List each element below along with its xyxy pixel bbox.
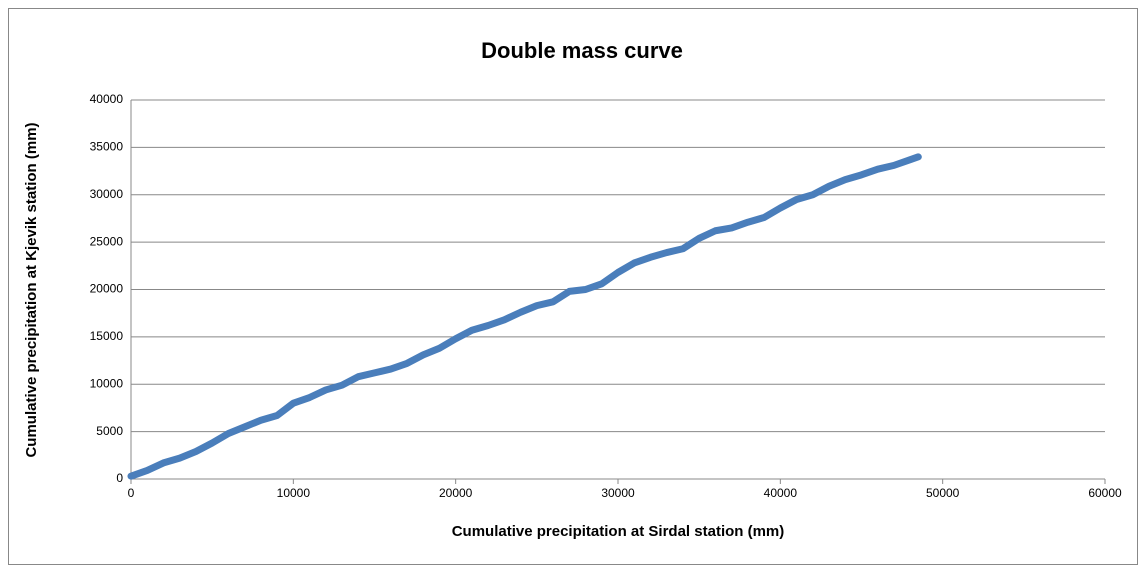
x-tick-label: 50000: [926, 486, 960, 500]
x-tick-label: 10000: [277, 486, 311, 500]
x-tick-label: 60000: [1088, 486, 1122, 500]
y-tick-label: 5000: [96, 424, 123, 438]
y-tick-label: 25000: [90, 234, 124, 248]
y-tick-label: 20000: [90, 282, 124, 296]
y-axis-label: Cumulative precipitation at Kjevik stati…: [23, 122, 40, 457]
x-tick-label: 40000: [764, 486, 798, 500]
data-line: [127, 153, 922, 480]
y-tick-label: 30000: [90, 187, 124, 201]
y-tick-label: 15000: [90, 329, 124, 343]
x-tick-label: 30000: [601, 486, 635, 500]
y-tick-label: 35000: [90, 140, 124, 154]
x-axis-label: Cumulative precipitation at Sirdal stati…: [452, 523, 785, 540]
chart-title: Double mass curve: [481, 38, 683, 63]
x-tick-label: 0: [128, 486, 135, 500]
y-tick-label: 10000: [90, 376, 124, 390]
x-tick-label: 20000: [439, 486, 473, 500]
chart-border: [8, 8, 1138, 565]
y-tick-label: 0: [116, 471, 123, 485]
y-tick-label: 40000: [90, 92, 124, 106]
